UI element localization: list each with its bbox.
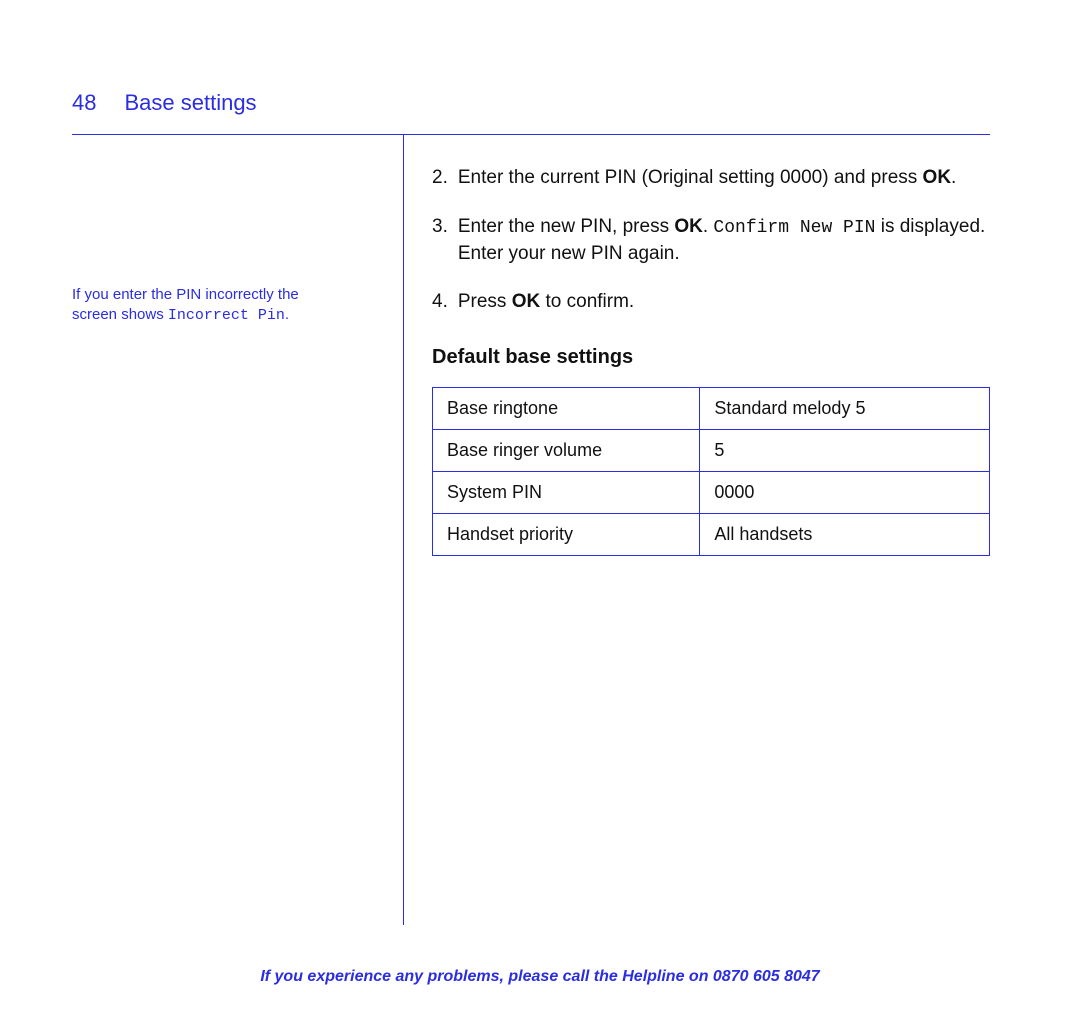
table-cell: 0000 xyxy=(700,471,990,513)
table-row: Handset priorityAll handsets xyxy=(433,513,990,555)
side-note: If you enter the PIN incorrectly the scr… xyxy=(72,285,379,327)
step-mono: Confirm New PIN xyxy=(713,218,875,238)
steps-list: 2. Enter the current PIN (Original settin… xyxy=(432,165,990,316)
side-note-mono: Incorrect Pin xyxy=(168,307,285,324)
step-number: 4. xyxy=(432,289,448,316)
step-span: . xyxy=(951,167,956,188)
step-span: Press xyxy=(458,291,512,312)
page-number: 48 xyxy=(72,90,96,116)
footer-text: If you experience any problems, please c… xyxy=(260,968,713,985)
side-note-line2-prefix: screen shows xyxy=(72,306,168,323)
table-row: Base ringtoneStandard melody 5 xyxy=(433,387,990,429)
table-row: System PIN0000 xyxy=(433,471,990,513)
table-cell: System PIN xyxy=(433,471,700,513)
table-cell: Base ringer volume xyxy=(433,429,700,471)
page-header: 48 Base settings xyxy=(72,90,990,134)
step-bold: OK xyxy=(674,216,703,237)
table-cell: Base ringtone xyxy=(433,387,700,429)
step-number: 3. xyxy=(432,214,448,268)
step-text: Enter the new PIN, press OK. Confirm New… xyxy=(458,214,990,268)
step-span: . xyxy=(703,216,714,237)
margin-column: If you enter the PIN incorrectly the scr… xyxy=(72,135,404,925)
table-cell: Standard melody 5 xyxy=(700,387,990,429)
content-columns: If you enter the PIN incorrectly the scr… xyxy=(72,135,990,925)
instruction-step: 4. Press OK to confirm. xyxy=(432,289,990,316)
instruction-step: 2. Enter the current PIN (Original settin… xyxy=(432,165,990,192)
step-bold: OK xyxy=(512,291,541,312)
main-column: 2. Enter the current PIN (Original settin… xyxy=(404,135,990,925)
side-note-line1: If you enter the PIN incorrectly the xyxy=(72,286,299,303)
settings-table: Base ringtoneStandard melody 5Base ringe… xyxy=(432,387,990,556)
table-cell: All handsets xyxy=(700,513,990,555)
document-page: 48 Base settings If you enter the PIN in… xyxy=(0,0,1080,1018)
table-row: Base ringer volume5 xyxy=(433,429,990,471)
side-note-line2-suffix: . xyxy=(285,306,289,323)
step-span: to confirm. xyxy=(540,291,634,312)
footer-phone: 0870 605 8047 xyxy=(713,968,820,985)
page-footer: If you experience any problems, please c… xyxy=(0,968,1080,986)
step-number: 2. xyxy=(432,165,448,192)
step-bold: OK xyxy=(923,167,952,188)
step-span: Enter the new PIN, press xyxy=(458,216,675,237)
table-cell: Handset priority xyxy=(433,513,700,555)
section-subheading: Default base settings xyxy=(432,346,990,369)
step-span: Enter the current PIN (Original setting … xyxy=(458,167,923,188)
page-title: Base settings xyxy=(124,90,256,116)
step-text: Enter the current PIN (Original setting … xyxy=(458,165,956,192)
table-cell: 5 xyxy=(700,429,990,471)
instruction-step: 3.Enter the new PIN, press OK. Confirm N… xyxy=(432,214,990,268)
step-text: Press OK to confirm. xyxy=(458,289,634,316)
